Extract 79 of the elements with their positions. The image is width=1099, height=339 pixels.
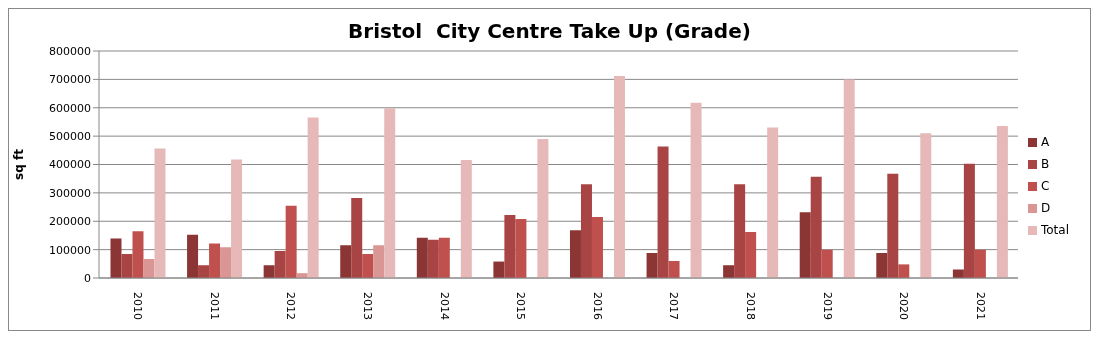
bar	[132, 231, 144, 278]
x-tick-label: 2012	[284, 292, 298, 320]
bar	[668, 260, 680, 278]
bar	[843, 79, 855, 278]
bar	[974, 249, 986, 278]
x-tick-label: 2019	[820, 292, 834, 320]
y-tick-label: 700000	[49, 73, 91, 87]
bar	[745, 232, 757, 278]
bar	[209, 243, 221, 278]
bar	[821, 249, 833, 278]
y-tick-label: 600000	[49, 101, 91, 115]
bar	[187, 234, 199, 278]
bar	[274, 251, 286, 278]
bar	[373, 245, 385, 278]
bar	[384, 108, 396, 278]
x-tick-label: 2010	[131, 292, 145, 320]
x-tick-label: 2016	[590, 292, 604, 320]
x-tick-label: 2015	[514, 292, 528, 320]
bar	[351, 197, 363, 278]
bar	[767, 127, 779, 278]
x-tick-label: 2020	[897, 292, 911, 320]
x-tick-label: 2014	[437, 292, 451, 320]
bar	[952, 269, 964, 278]
bar	[231, 159, 243, 278]
bar	[537, 138, 549, 278]
bar	[734, 184, 746, 278]
x-tick-label: 2021	[973, 292, 987, 320]
bar	[154, 148, 166, 278]
bar	[657, 146, 669, 278]
bar	[307, 117, 319, 278]
y-tick-label: 400000	[49, 158, 91, 172]
x-tick-label: 2013	[361, 292, 375, 320]
bar	[876, 253, 888, 278]
legend-label: Total	[1040, 222, 1069, 237]
legend-label: B	[1040, 156, 1050, 171]
bar	[143, 258, 155, 278]
chart-title: Bristol City Centre Take Up (Grade)	[347, 19, 752, 43]
bar	[580, 184, 592, 278]
bar	[569, 230, 581, 278]
legend-label: D	[1040, 200, 1051, 215]
y-tick-label: 100000	[49, 243, 91, 257]
bar	[996, 125, 1008, 278]
bar	[613, 75, 625, 278]
y-tick-label: 200000	[49, 215, 91, 229]
bar	[963, 163, 975, 278]
bar	[898, 264, 910, 278]
bar	[110, 238, 122, 278]
bar	[263, 265, 275, 278]
y-tick-label: 0	[84, 271, 91, 285]
bar	[504, 215, 516, 278]
bar	[362, 253, 374, 278]
bar	[515, 218, 527, 278]
bar	[198, 265, 210, 278]
bar	[810, 176, 822, 278]
legend-label: C	[1040, 178, 1050, 193]
bar	[920, 133, 932, 278]
bar	[799, 212, 811, 278]
legend-label: A	[1040, 134, 1050, 149]
bar	[646, 253, 658, 278]
bar	[121, 253, 133, 278]
bar	[460, 159, 472, 278]
bar	[438, 237, 450, 278]
bar	[723, 265, 735, 278]
x-tick-label: 2018	[743, 292, 757, 320]
bar	[591, 216, 603, 278]
y-tick-label: 500000	[49, 130, 91, 144]
bar	[416, 237, 428, 278]
x-tick-label: 2017	[667, 292, 681, 320]
y-axis-title: sq ft	[12, 148, 27, 180]
bar	[690, 102, 702, 278]
y-tick-label: 800000	[49, 44, 91, 58]
bar	[340, 245, 352, 278]
bar	[285, 205, 297, 278]
x-tick-label: 2011	[207, 292, 221, 320]
bar	[493, 261, 505, 278]
bar	[427, 239, 439, 278]
y-tick-label: 300000	[49, 186, 91, 200]
bar	[887, 173, 899, 278]
bar	[220, 247, 232, 278]
